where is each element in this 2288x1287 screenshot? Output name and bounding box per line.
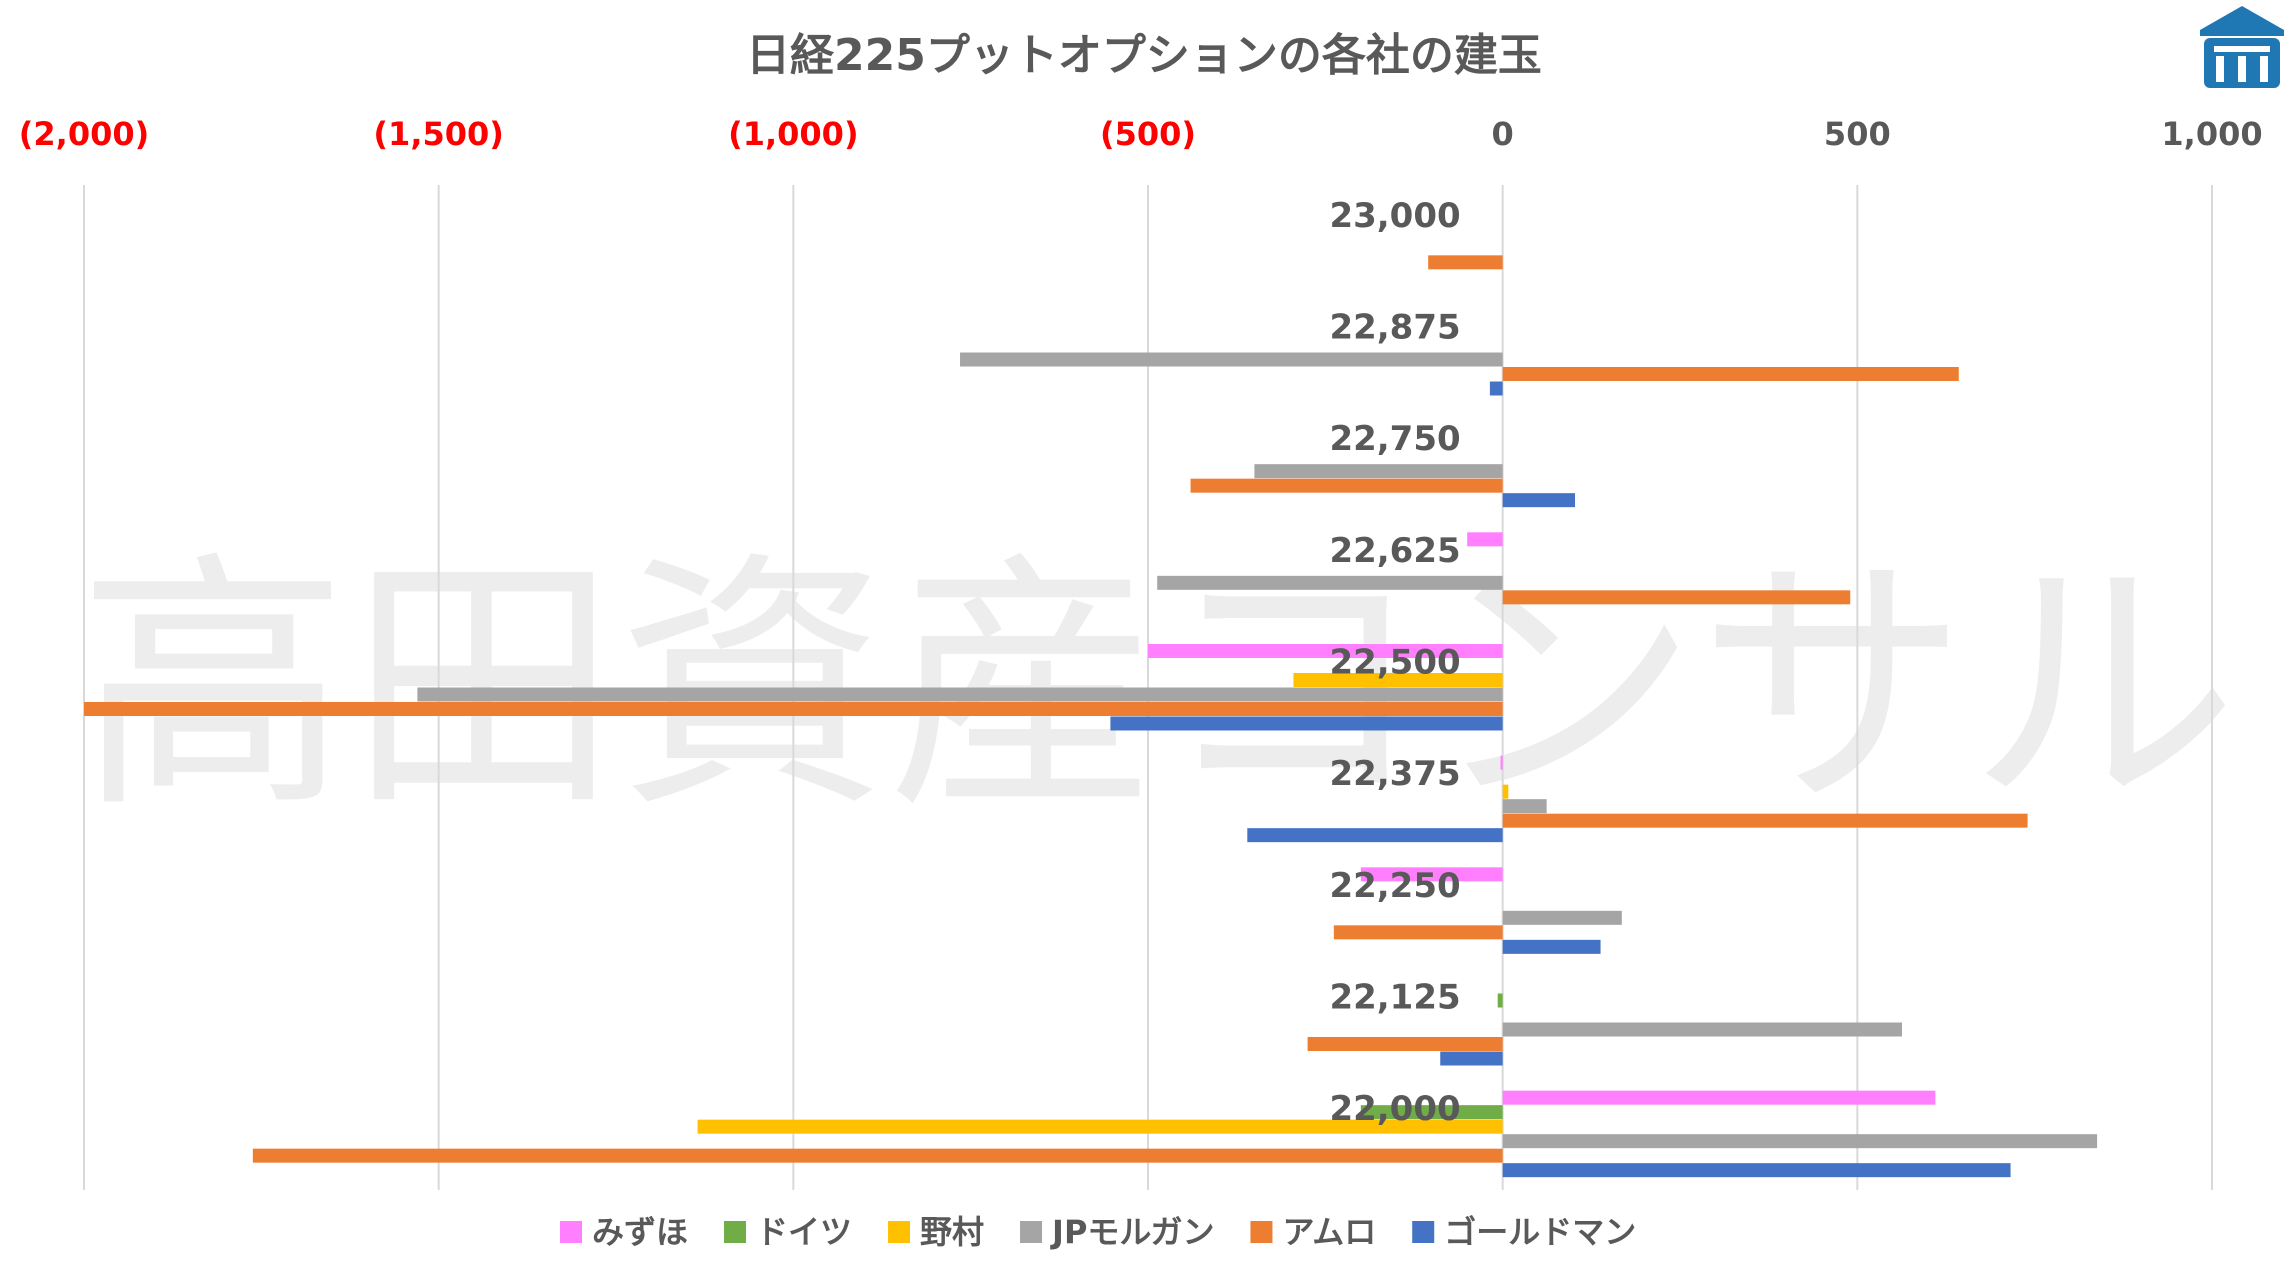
bar: [1502, 1022, 1903, 1037]
bar: [1502, 813, 2028, 828]
legend-label: JPモルガン: [1050, 1213, 1214, 1251]
category-label: 22,250: [1329, 866, 1460, 906]
x-tick-label: 500: [1824, 115, 1891, 153]
bar: [1467, 532, 1503, 547]
category-label: 23,000: [1329, 196, 1460, 236]
bar: [960, 352, 1503, 367]
bar: [1502, 1134, 2098, 1149]
bar: [1428, 255, 1503, 270]
legend-label: ゴールドマン: [1444, 1213, 1636, 1251]
bar: [1440, 1051, 1503, 1066]
bar: [1502, 590, 1851, 605]
bar: [1497, 993, 1503, 1008]
legend-swatch: [1250, 1221, 1273, 1243]
bar: [1489, 381, 1503, 396]
bar: [1502, 939, 1601, 954]
bar: [1333, 925, 1503, 940]
bar: [417, 687, 1503, 702]
category-labels: 23,000 22,875 22,750 22,625 22,500 22,375 22,2…: [1329, 196, 1460, 1129]
chart-title: 日経225プットオプションの各社の建玉: [746, 30, 1542, 81]
bar: [1157, 575, 1503, 590]
bar: [1307, 1037, 1503, 1051]
bar: [1190, 478, 1503, 493]
legend-label: みずほ: [592, 1213, 688, 1251]
bar: [1254, 464, 1503, 479]
logo-pillar-icon: [2238, 56, 2246, 82]
bars: [84, 255, 2098, 1178]
bar: [1360, 867, 1503, 882]
legend: みずほ ドイツ 野村 JPモルガン アムロ ゴールドマン: [560, 1213, 1636, 1251]
axis-ticks: (2,000) (1,500) (1,000) (500) 0 500 1,000: [19, 115, 2263, 153]
legend-swatch: [1412, 1221, 1435, 1243]
category-label: 22,875: [1329, 308, 1460, 348]
category-label: 22,000: [1329, 1089, 1460, 1129]
category-label: 22,750: [1329, 419, 1460, 459]
bar: [1502, 1090, 1936, 1105]
legend-swatch: [888, 1221, 911, 1243]
bar: [1502, 1163, 2011, 1178]
bar: [1500, 755, 1503, 770]
logo-roof-icon: [2200, 6, 2284, 36]
bar: [1148, 644, 1503, 658]
bar: [1502, 799, 1547, 814]
bar: [1293, 673, 1503, 687]
bar: [1502, 910, 1622, 925]
category-label: 22,625: [1329, 531, 1460, 571]
logo-band-icon: [2214, 46, 2270, 52]
x-tick-label: (1,000): [728, 115, 858, 153]
bar: [252, 1148, 1503, 1163]
bar: [1247, 828, 1503, 843]
x-tick-label: (1,500): [373, 115, 503, 153]
bar: [1110, 716, 1503, 731]
building-logo: [2200, 6, 2284, 88]
bar: [1502, 784, 1509, 799]
legend-swatch: [724, 1221, 747, 1243]
bar: [1502, 367, 1959, 381]
x-tick-label: 0: [1492, 115, 1514, 153]
legend-swatch: [560, 1221, 582, 1243]
bar: [1502, 493, 1576, 508]
category-label: 22,375: [1329, 754, 1460, 794]
legend-label: ドイツ: [756, 1213, 852, 1251]
logo-pillar-icon: [2216, 56, 2224, 82]
logo-pillar-icon: [2260, 56, 2268, 82]
x-tick-label: (2,000): [19, 115, 149, 153]
x-tick-label: 1,000: [2161, 115, 2262, 153]
category-label: 22,500: [1329, 643, 1460, 683]
legend-label: アムロ: [1282, 1213, 1376, 1251]
bar: [84, 702, 1503, 716]
bar: [697, 1119, 1503, 1134]
legend-swatch: [1020, 1221, 1043, 1243]
x-tick-label: (500): [1100, 115, 1196, 153]
category-label: 22,125: [1329, 978, 1460, 1018]
legend-label: 野村: [920, 1213, 984, 1251]
bar: [1360, 1105, 1503, 1120]
